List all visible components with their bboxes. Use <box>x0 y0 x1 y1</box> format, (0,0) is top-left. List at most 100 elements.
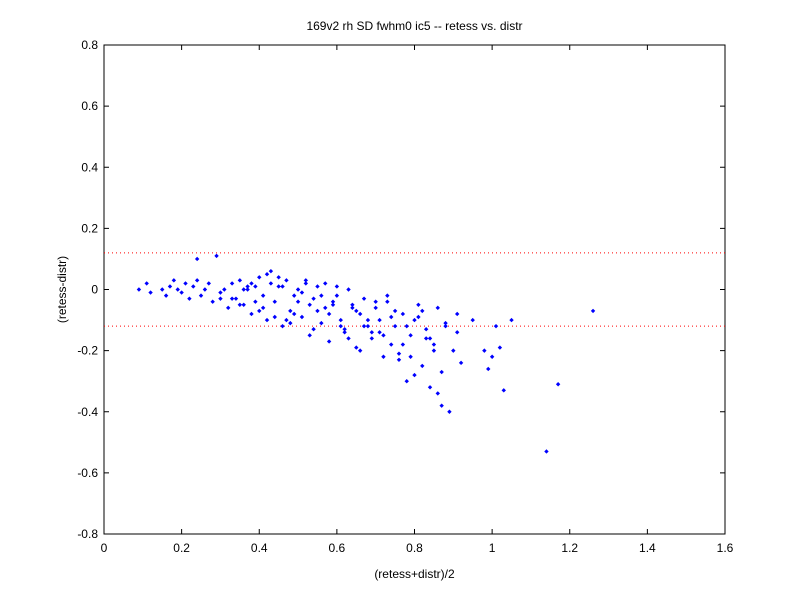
data-point <box>276 284 281 289</box>
data-point <box>334 293 340 298</box>
data-point <box>451 348 456 353</box>
data-point <box>412 372 417 378</box>
data-point <box>439 403 444 408</box>
data-point <box>408 354 413 359</box>
data-point <box>303 278 309 283</box>
data-point <box>315 308 320 314</box>
y-tick-label: 0.2 <box>81 221 98 235</box>
data-point <box>369 336 375 341</box>
data-point <box>435 305 440 311</box>
data-point <box>377 317 382 323</box>
data-point <box>315 284 320 289</box>
plot-area-frame <box>103 44 726 535</box>
data-point <box>373 299 378 304</box>
data-point <box>373 305 378 311</box>
data-point <box>357 311 363 317</box>
data-point <box>470 317 475 323</box>
x-tick-label: 1 <box>489 541 496 555</box>
data-point <box>284 278 289 283</box>
data-point <box>237 302 243 307</box>
data-point <box>260 293 266 298</box>
data-point <box>311 327 316 332</box>
data-point <box>295 299 301 304</box>
y-tick-label: -0.4 <box>77 405 98 419</box>
data-point <box>404 378 409 384</box>
data-point <box>389 342 394 347</box>
x-tick-label: 1.2 <box>561 541 578 555</box>
y-axis: -0.8 -0.6 -0.4 -0.2 0 0.2 0.4 0.6 0.8 <box>77 38 725 541</box>
data-point <box>435 391 440 396</box>
y-tick-label: -0.2 <box>77 344 98 358</box>
x-tick-label: 0.2 <box>173 541 190 555</box>
x-axis-label: (retess+distr)/2 <box>374 567 455 581</box>
data-point <box>280 284 285 289</box>
data-point <box>272 299 277 304</box>
data-point <box>307 302 312 307</box>
data-point <box>229 281 235 286</box>
data-point <box>233 296 239 301</box>
data-point <box>284 317 289 323</box>
chart-title: 169v2 rh SD fwhm0 ic5 -- retess vs. dist… <box>306 19 522 33</box>
data-point <box>291 293 297 298</box>
data-point <box>404 323 409 329</box>
data-point <box>323 281 328 286</box>
data-point <box>303 281 309 286</box>
data-point <box>241 287 246 292</box>
data-point <box>439 369 444 375</box>
data-point <box>307 333 312 338</box>
data-point <box>342 327 347 332</box>
data-point <box>218 296 223 301</box>
y-tick-label: 0 <box>91 283 98 297</box>
x-tick-label: 1.6 <box>717 541 734 555</box>
data-point <box>338 323 343 329</box>
data-point <box>389 314 394 320</box>
data-point <box>299 314 305 320</box>
data-point <box>385 299 390 304</box>
data-point <box>408 333 413 338</box>
data-point <box>350 305 355 311</box>
data-point <box>280 323 285 329</box>
data-point <box>299 290 305 295</box>
y-tick-label: 0.4 <box>81 160 98 174</box>
data-point <box>179 290 184 295</box>
data-point <box>163 293 169 298</box>
data-point <box>427 385 433 390</box>
data-point <box>171 278 177 283</box>
data-point <box>160 287 165 292</box>
data-point <box>381 333 386 338</box>
data-point <box>214 253 219 259</box>
data-point <box>346 336 351 341</box>
data-point <box>295 287 301 292</box>
data-point <box>260 305 266 311</box>
x-tick-label: 0 <box>101 541 108 555</box>
x-tick-label: 1.4 <box>639 541 656 555</box>
data-point <box>249 281 254 286</box>
data-point <box>264 317 270 323</box>
data-point <box>183 281 188 286</box>
data-point <box>443 323 448 329</box>
data-point <box>454 311 460 317</box>
y-tick-label: -0.6 <box>77 466 98 480</box>
data-point <box>319 320 324 326</box>
data-point <box>257 308 262 314</box>
data-point <box>288 320 293 326</box>
data-point <box>206 281 211 286</box>
data-point <box>354 345 359 350</box>
data-point <box>342 330 347 335</box>
data-point <box>249 311 254 317</box>
data-point <box>218 290 223 295</box>
data-point <box>323 305 328 311</box>
data-point <box>330 302 336 307</box>
data-point <box>330 299 336 304</box>
x-tick-label: 0.6 <box>329 541 346 555</box>
data-point <box>416 314 421 320</box>
data-point <box>338 317 343 323</box>
data-point <box>319 293 324 298</box>
data-point <box>272 314 277 320</box>
data-point <box>431 348 437 353</box>
data-point <box>253 299 258 304</box>
data-point <box>420 363 425 369</box>
data-point <box>396 351 402 356</box>
